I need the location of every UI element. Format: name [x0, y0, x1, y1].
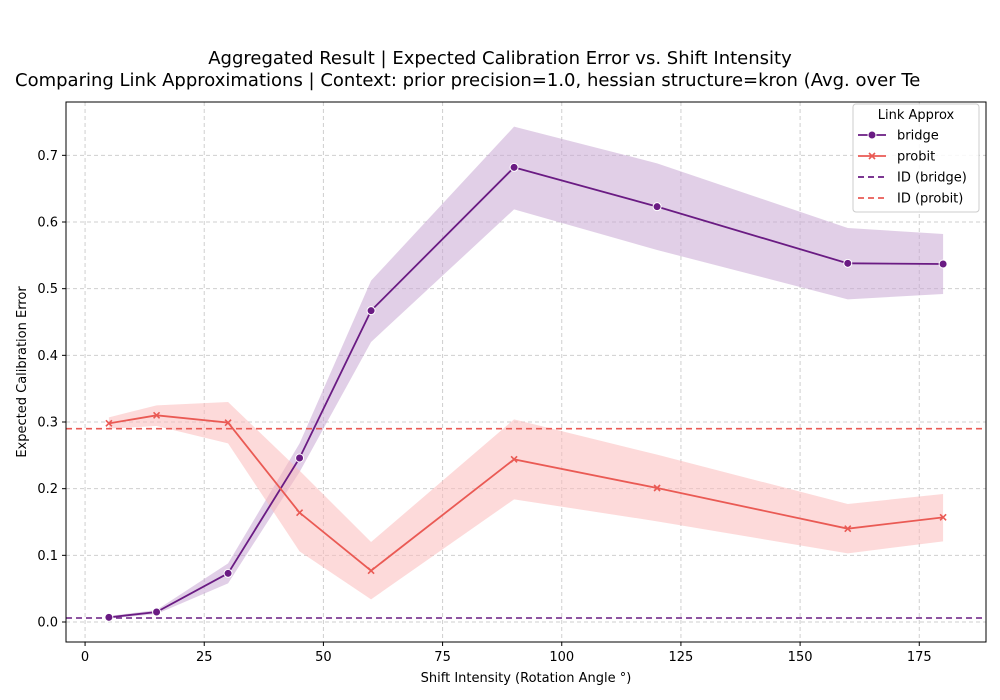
- data-point-probit: [939, 513, 947, 521]
- data-point-bridge: [843, 258, 853, 268]
- legend-title: Link Approx: [878, 108, 955, 123]
- data-point-bridge: [366, 306, 376, 316]
- x-tick-label: 75: [434, 650, 451, 665]
- legend-marker: [867, 130, 877, 140]
- y-tick-label: 0.0: [37, 616, 58, 631]
- data-point-probit: [367, 567, 375, 575]
- x-tick-label: 175: [907, 650, 932, 665]
- data-point-probit: [105, 419, 113, 427]
- plot-frame: [65, 101, 987, 643]
- data-point-bridge: [223, 568, 233, 578]
- data-point-probit: [296, 509, 304, 517]
- y-tick-label: 0.4: [37, 349, 58, 364]
- legend-label: ID (bridge): [897, 171, 967, 186]
- legend: Link Approx bridge probit ID (bridge) ID (pr…: [852, 103, 980, 213]
- data-point-bridge: [509, 162, 519, 172]
- legend-label: ID (probit): [897, 192, 963, 207]
- y-tick-label: 0.7: [37, 149, 58, 164]
- data-point-bridge: [104, 612, 114, 622]
- data-point-probit: [224, 419, 232, 427]
- data-point-bridge: [295, 453, 305, 463]
- x-tick-label: 150: [788, 650, 813, 665]
- x-axis-label: Shift Intensity (Rotation Angle °): [421, 671, 632, 686]
- data-point-probit: [653, 484, 661, 492]
- legend-marker: [868, 152, 876, 160]
- confidence-band-bridge: [108, 126, 944, 619]
- y-tick-label: 0.1: [37, 549, 58, 564]
- x-tick-label: 25: [196, 650, 213, 665]
- y-tick-label: 0.6: [37, 216, 58, 231]
- legend-box: [852, 103, 980, 213]
- data-point-bridge: [938, 259, 948, 269]
- confidence-band-probit: [108, 402, 944, 600]
- data-point-bridge: [652, 202, 662, 212]
- data-point-probit: [844, 525, 852, 533]
- chart-subtitle: Comparing Link Approximations | Context:…: [15, 70, 921, 91]
- y-axis-label: Expected Calibration Error: [15, 286, 30, 458]
- data-point-probit: [153, 411, 161, 419]
- y-tick-label: 0.2: [37, 482, 58, 497]
- legend-label: probit: [897, 150, 935, 165]
- x-tick-label: 50: [315, 650, 332, 665]
- data-point-probit: [510, 455, 518, 463]
- chart-title: Aggregated Result | Expected Calibration…: [208, 48, 792, 69]
- x-tick-label: 125: [669, 650, 694, 665]
- legend-label: bridge: [897, 129, 939, 144]
- y-tick-label: 0.5: [37, 282, 58, 297]
- x-tick-label: 100: [549, 650, 574, 665]
- y-tick-label: 0.3: [37, 416, 58, 431]
- data-point-bridge: [152, 607, 162, 617]
- x-tick-label: 0: [81, 650, 89, 665]
